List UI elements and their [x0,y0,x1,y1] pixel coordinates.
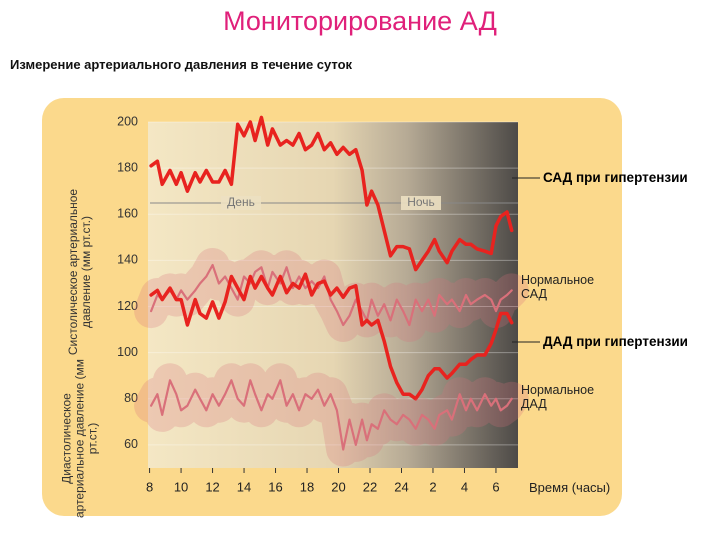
annotation: Ночь [407,195,435,209]
y-axis-label: Систолическое артериальное давление (мм … [66,188,93,356]
series-line [149,272,514,401]
x-tick-label: 16 [268,479,282,494]
x-tick-label: 2 [429,479,436,494]
y-tick-label: 140 [117,253,138,267]
x-tick-label: 12 [205,479,219,494]
annotation-bg [221,196,261,210]
y-tick-label: 80 [124,391,138,405]
y-tick-label: 200 [117,114,138,128]
series-line [150,263,513,327]
x-tick-label: 24 [394,479,408,494]
y-axis-label: Диастолическое артериальное давление (мм… [59,358,100,519]
series-label: САД при гипертензии [543,170,688,185]
series-line [149,115,514,272]
x-tick-label: 6 [492,479,499,494]
x-tick-label: 20 [331,479,345,494]
y-tick-label: 60 [124,437,138,451]
annotation-bg [401,196,441,210]
x-tick-label: 10 [174,479,188,494]
series-line [150,379,513,451]
subtitle: Измерение артериального давления в течен… [10,57,353,72]
y-tick-label: 120 [117,299,138,313]
y-tick-label: 180 [117,160,138,174]
title: Мониторирование АД [223,6,497,36]
series-label: ДАД при гипертензии [543,334,688,349]
y-tick-label: 160 [117,207,138,221]
series-label: Нормальное ДАД [521,383,595,411]
y-tick-label: 100 [117,345,138,359]
x-tick-label: 14 [237,479,251,494]
x-tick-label: 4 [461,479,468,494]
x-tick-label: 18 [300,479,314,494]
x-tick-label: 22 [363,479,377,494]
x-tick-label: 8 [146,479,153,494]
x-axis-label: Время (часы) [529,480,611,495]
series-label: Нормальное САД [521,273,595,301]
annotation: День [227,195,255,209]
